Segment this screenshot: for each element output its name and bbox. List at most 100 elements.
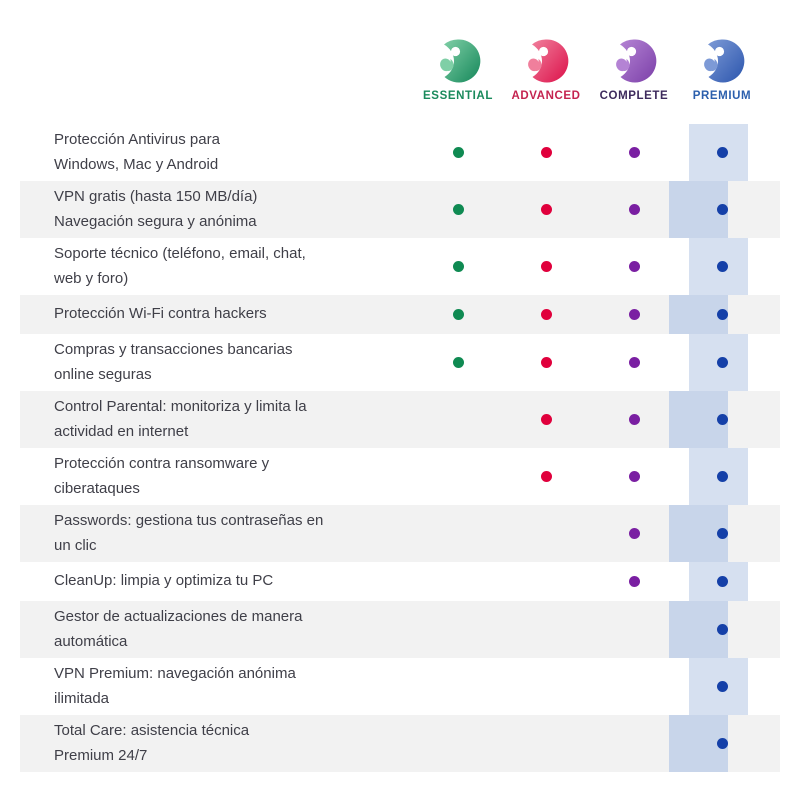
feature-mark-cell-complete bbox=[590, 658, 678, 715]
plan-label-premium: PREMIUM bbox=[692, 90, 752, 102]
included-dot-icon bbox=[716, 624, 728, 635]
feature-mark-cell-essential bbox=[414, 295, 502, 334]
feature-mark-cell-complete bbox=[590, 601, 678, 658]
row-background bbox=[20, 601, 780, 658]
feature-row: Compras y transacciones bancarias online … bbox=[0, 334, 800, 391]
included-dot-icon bbox=[540, 261, 552, 272]
included-dot-icon bbox=[540, 471, 552, 482]
feature-mark-cell-essential bbox=[414, 658, 502, 715]
feature-mark-cell-premium bbox=[678, 715, 766, 772]
not-included-placeholder bbox=[541, 576, 552, 587]
plans-header-row: ESSENTIAL ADVANCED COMPLETE PREMIUM bbox=[0, 38, 800, 116]
feature-mark-cell-complete bbox=[590, 334, 678, 391]
feature-mark-cell-advanced bbox=[502, 562, 590, 601]
included-dot-icon bbox=[540, 357, 552, 368]
included-dot-icon bbox=[716, 471, 728, 482]
feature-label: Soporte técnico (teléfono, email, chat, w… bbox=[20, 242, 414, 291]
feature-mark-cell-advanced bbox=[502, 295, 590, 334]
panda-logo-icon-premium bbox=[699, 38, 745, 84]
included-dot-icon bbox=[716, 528, 728, 539]
feature-label: VPN gratis (hasta 150 MB/día) Navegación … bbox=[20, 185, 414, 234]
feature-label-line: Control Parental: monitoriza y limita la bbox=[54, 398, 307, 416]
feature-label-line: Protección Antivirus para bbox=[54, 131, 220, 149]
feature-mark-cell-complete bbox=[590, 238, 678, 295]
included-dot-icon bbox=[540, 309, 552, 320]
not-included-placeholder bbox=[541, 528, 552, 539]
not-included-placeholder bbox=[453, 414, 464, 425]
feature-mark-cell-essential bbox=[414, 238, 502, 295]
included-dot-icon bbox=[716, 261, 728, 272]
feature-mark-cell-complete bbox=[590, 295, 678, 334]
feature-mark-cell-essential bbox=[414, 391, 502, 448]
not-included-placeholder bbox=[541, 681, 552, 692]
feature-mark-cell-premium bbox=[678, 334, 766, 391]
feature-label: Gestor de actualizaciones de manera autom… bbox=[20, 605, 414, 654]
plan-column-header-essential[interactable]: ESSENTIAL bbox=[414, 38, 502, 116]
row-background bbox=[20, 295, 780, 334]
feature-mark-cell-essential bbox=[414, 562, 502, 601]
feature-mark-cell-premium bbox=[678, 505, 766, 562]
included-dot-icon bbox=[540, 204, 552, 215]
included-dot-icon bbox=[716, 681, 728, 692]
feature-mark-cell-premium bbox=[678, 562, 766, 601]
feature-label-line: Gestor de actualizaciones de manera bbox=[54, 608, 303, 626]
included-dot-icon bbox=[716, 204, 728, 215]
feature-mark-cell-advanced bbox=[502, 448, 590, 505]
plan-column-header-complete[interactable]: COMPLETE bbox=[590, 38, 678, 116]
feature-mark-cell-essential bbox=[414, 181, 502, 238]
feature-mark-cell-essential bbox=[414, 448, 502, 505]
plan-label-complete: COMPLETE bbox=[599, 90, 669, 102]
feature-label: Control Parental: monitoriza y limita la… bbox=[20, 395, 414, 444]
not-included-placeholder bbox=[453, 681, 464, 692]
feature-label: Protección Antivirus para Windows, Mac y … bbox=[20, 128, 414, 177]
feature-label-line: automática bbox=[54, 632, 128, 650]
panda-logo-icon-complete bbox=[611, 38, 657, 84]
feature-mark-cell-premium bbox=[678, 601, 766, 658]
feature-mark-cell-complete bbox=[590, 391, 678, 448]
feature-label-line: web y foro) bbox=[54, 269, 129, 287]
feature-mark-cell-advanced bbox=[502, 601, 590, 658]
feature-label-line: ilimitada bbox=[54, 689, 110, 707]
plan-label-essential: ESSENTIAL bbox=[423, 90, 493, 102]
feature-mark-cell-advanced bbox=[502, 238, 590, 295]
plan-column-header-advanced[interactable]: ADVANCED bbox=[502, 38, 590, 116]
feature-row: Soporte técnico (teléfono, email, chat, w… bbox=[0, 238, 800, 295]
included-dot-icon bbox=[628, 147, 640, 158]
included-dot-icon bbox=[716, 147, 728, 158]
feature-mark-cell-complete bbox=[590, 181, 678, 238]
header-spacer bbox=[0, 38, 414, 116]
feature-row: CleanUp: limpia y optimiza tu PC bbox=[0, 562, 800, 601]
feature-mark-cell-essential bbox=[414, 715, 502, 772]
feature-mark-cell-premium bbox=[678, 391, 766, 448]
included-dot-icon bbox=[452, 147, 464, 158]
feature-mark-cell-premium bbox=[678, 448, 766, 505]
feature-mark-cell-complete bbox=[590, 562, 678, 601]
feature-label-line: VPN Premium: navegación anónima bbox=[54, 665, 296, 683]
included-dot-icon bbox=[716, 414, 728, 425]
not-included-placeholder bbox=[453, 738, 464, 749]
feature-mark-cell-advanced bbox=[502, 181, 590, 238]
plan-column-header-premium[interactable]: PREMIUM bbox=[678, 38, 766, 116]
included-dot-icon bbox=[628, 528, 640, 539]
included-dot-icon bbox=[716, 576, 728, 587]
not-included-placeholder bbox=[453, 471, 464, 482]
feature-label: VPN Premium: navegación anónima ilimitada bbox=[20, 662, 414, 711]
feature-mark-cell-premium bbox=[678, 238, 766, 295]
included-dot-icon bbox=[628, 576, 640, 587]
not-included-placeholder bbox=[629, 681, 640, 692]
feature-mark-cell-premium bbox=[678, 658, 766, 715]
feature-row: Protección Antivirus para Windows, Mac y … bbox=[0, 124, 800, 181]
included-dot-icon bbox=[716, 309, 728, 320]
feature-label: Protección contra ransomware y ciberataqu… bbox=[20, 452, 414, 501]
feature-mark-cell-premium bbox=[678, 181, 766, 238]
feature-label-line: Compras y transacciones bancarias bbox=[54, 341, 293, 359]
feature-label: Protección Wi-Fi contra hackers bbox=[20, 302, 414, 326]
feature-label-line: Protección Wi-Fi contra hackers bbox=[54, 305, 267, 323]
feature-label-line: Premium 24/7 bbox=[54, 746, 148, 764]
feature-mark-cell-advanced bbox=[502, 715, 590, 772]
included-dot-icon bbox=[452, 357, 464, 368]
feature-mark-cell-advanced bbox=[502, 124, 590, 181]
plan-label-advanced: ADVANCED bbox=[511, 90, 581, 102]
feature-row: Gestor de actualizaciones de manera autom… bbox=[0, 601, 800, 658]
